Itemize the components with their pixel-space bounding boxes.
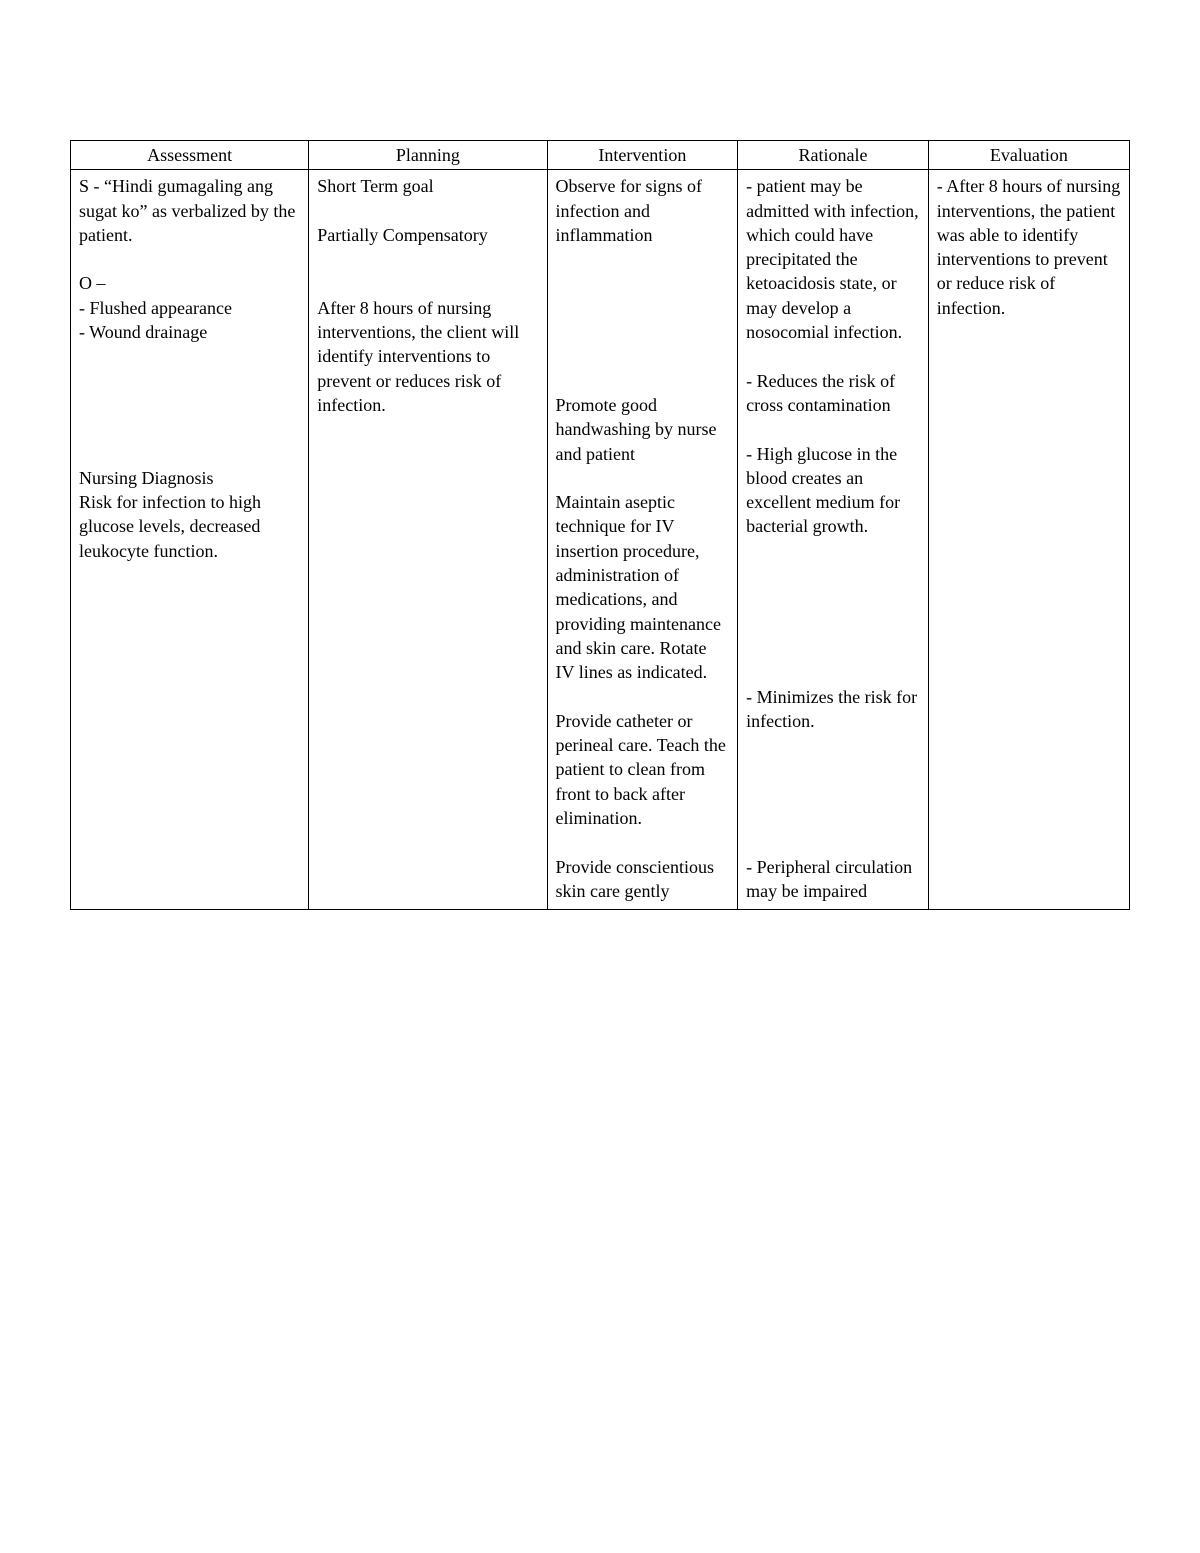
assessment-objective-label: O – bbox=[79, 271, 300, 295]
intervention-item: Provide conscientious skin care gently bbox=[556, 855, 730, 904]
table-row: S - “Hindi gumagaling ang sugat ko” as v… bbox=[71, 170, 1130, 910]
rationale-item: - Peripheral circulation may be impaired bbox=[746, 855, 920, 904]
col-header-planning: Planning bbox=[309, 141, 547, 170]
col-header-intervention: Intervention bbox=[547, 141, 738, 170]
planning-short-term: Short Term goal bbox=[317, 174, 538, 198]
intervention-item: Promote good handwashing by nurse and pa… bbox=[556, 393, 730, 466]
planning-type: Partially Compensatory bbox=[317, 223, 538, 247]
col-header-assessment: Assessment bbox=[71, 141, 309, 170]
col-header-evaluation: Evaluation bbox=[928, 141, 1129, 170]
col-header-rationale: Rationale bbox=[738, 141, 929, 170]
assessment-subjective: S - “Hindi gumagaling ang sugat ko” as v… bbox=[79, 174, 300, 247]
cell-intervention: Observe for signs of infection and infla… bbox=[547, 170, 738, 910]
rationale-item: - patient may be admitted with infection… bbox=[746, 174, 920, 344]
rationale-item: - High glucose in the blood creates an e… bbox=[746, 442, 920, 539]
cell-assessment: S - “Hindi gumagaling ang sugat ko” as v… bbox=[71, 170, 309, 910]
nursing-diagnosis-heading: Nursing Diagnosis bbox=[79, 466, 300, 490]
intervention-item: Provide catheter or perineal care. Teach… bbox=[556, 709, 730, 830]
intervention-item: Maintain aseptic technique for IV insert… bbox=[556, 490, 730, 684]
rationale-item: - Minimizes the risk for infection. bbox=[746, 685, 920, 734]
document-page: Assessment Planning Intervention Rationa… bbox=[0, 0, 1200, 910]
cell-planning: Short Term goal Partially Compensatory A… bbox=[309, 170, 547, 910]
cell-evaluation: - After 8 hours of nursing interventions… bbox=[928, 170, 1129, 910]
cell-rationale: - patient may be admitted with infection… bbox=[738, 170, 929, 910]
rationale-item: - Reduces the risk of cross contaminatio… bbox=[746, 369, 920, 418]
assessment-objective-item: - Wound drainage bbox=[79, 320, 300, 344]
evaluation-item: - After 8 hours of nursing interventions… bbox=[937, 174, 1121, 320]
assessment-objective-item: - Flushed appearance bbox=[79, 296, 300, 320]
nursing-diagnosis: Risk for infection to high glucose level… bbox=[79, 490, 300, 563]
planning-goal: After 8 hours of nursing interventions, … bbox=[317, 296, 538, 417]
nursing-care-plan-table: Assessment Planning Intervention Rationa… bbox=[70, 140, 1130, 910]
intervention-item: Observe for signs of infection and infla… bbox=[556, 174, 730, 247]
table-header-row: Assessment Planning Intervention Rationa… bbox=[71, 141, 1130, 170]
